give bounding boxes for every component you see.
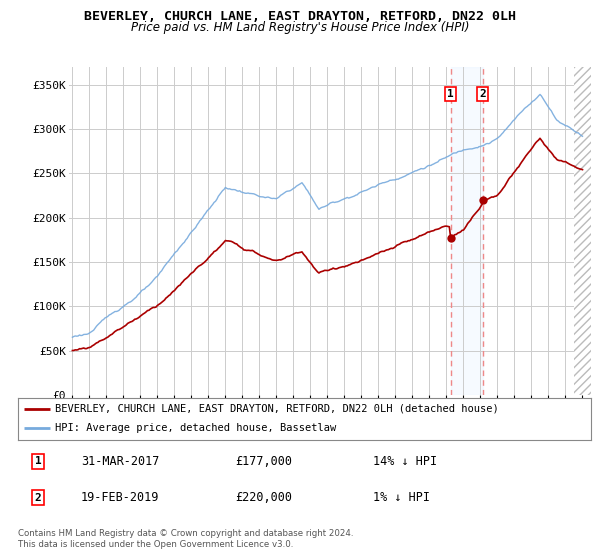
Text: 2: 2 [35,493,41,503]
Text: HPI: Average price, detached house, Bassetlaw: HPI: Average price, detached house, Bass… [55,423,337,433]
Bar [574,67,591,395]
Text: 1% ↓ HPI: 1% ↓ HPI [373,491,430,504]
Bar [451,67,482,395]
Text: Price paid vs. HM Land Registry's House Price Index (HPI): Price paid vs. HM Land Registry's House … [131,21,469,34]
Text: £177,000: £177,000 [236,455,293,468]
Bar [574,67,591,395]
Text: 1: 1 [35,456,41,466]
Text: 1: 1 [448,89,454,99]
Text: 19-FEB-2019: 19-FEB-2019 [81,491,160,504]
Text: 14% ↓ HPI: 14% ↓ HPI [373,455,437,468]
Text: 31-MAR-2017: 31-MAR-2017 [81,455,160,468]
Text: 2: 2 [479,89,486,99]
Text: £220,000: £220,000 [236,491,293,504]
Text: BEVERLEY, CHURCH LANE, EAST DRAYTON, RETFORD, DN22 0LH: BEVERLEY, CHURCH LANE, EAST DRAYTON, RET… [84,10,516,23]
Text: Contains HM Land Registry data © Crown copyright and database right 2024.
This d: Contains HM Land Registry data © Crown c… [18,529,353,549]
Text: BEVERLEY, CHURCH LANE, EAST DRAYTON, RETFORD, DN22 0LH (detached house): BEVERLEY, CHURCH LANE, EAST DRAYTON, RET… [55,404,499,414]
